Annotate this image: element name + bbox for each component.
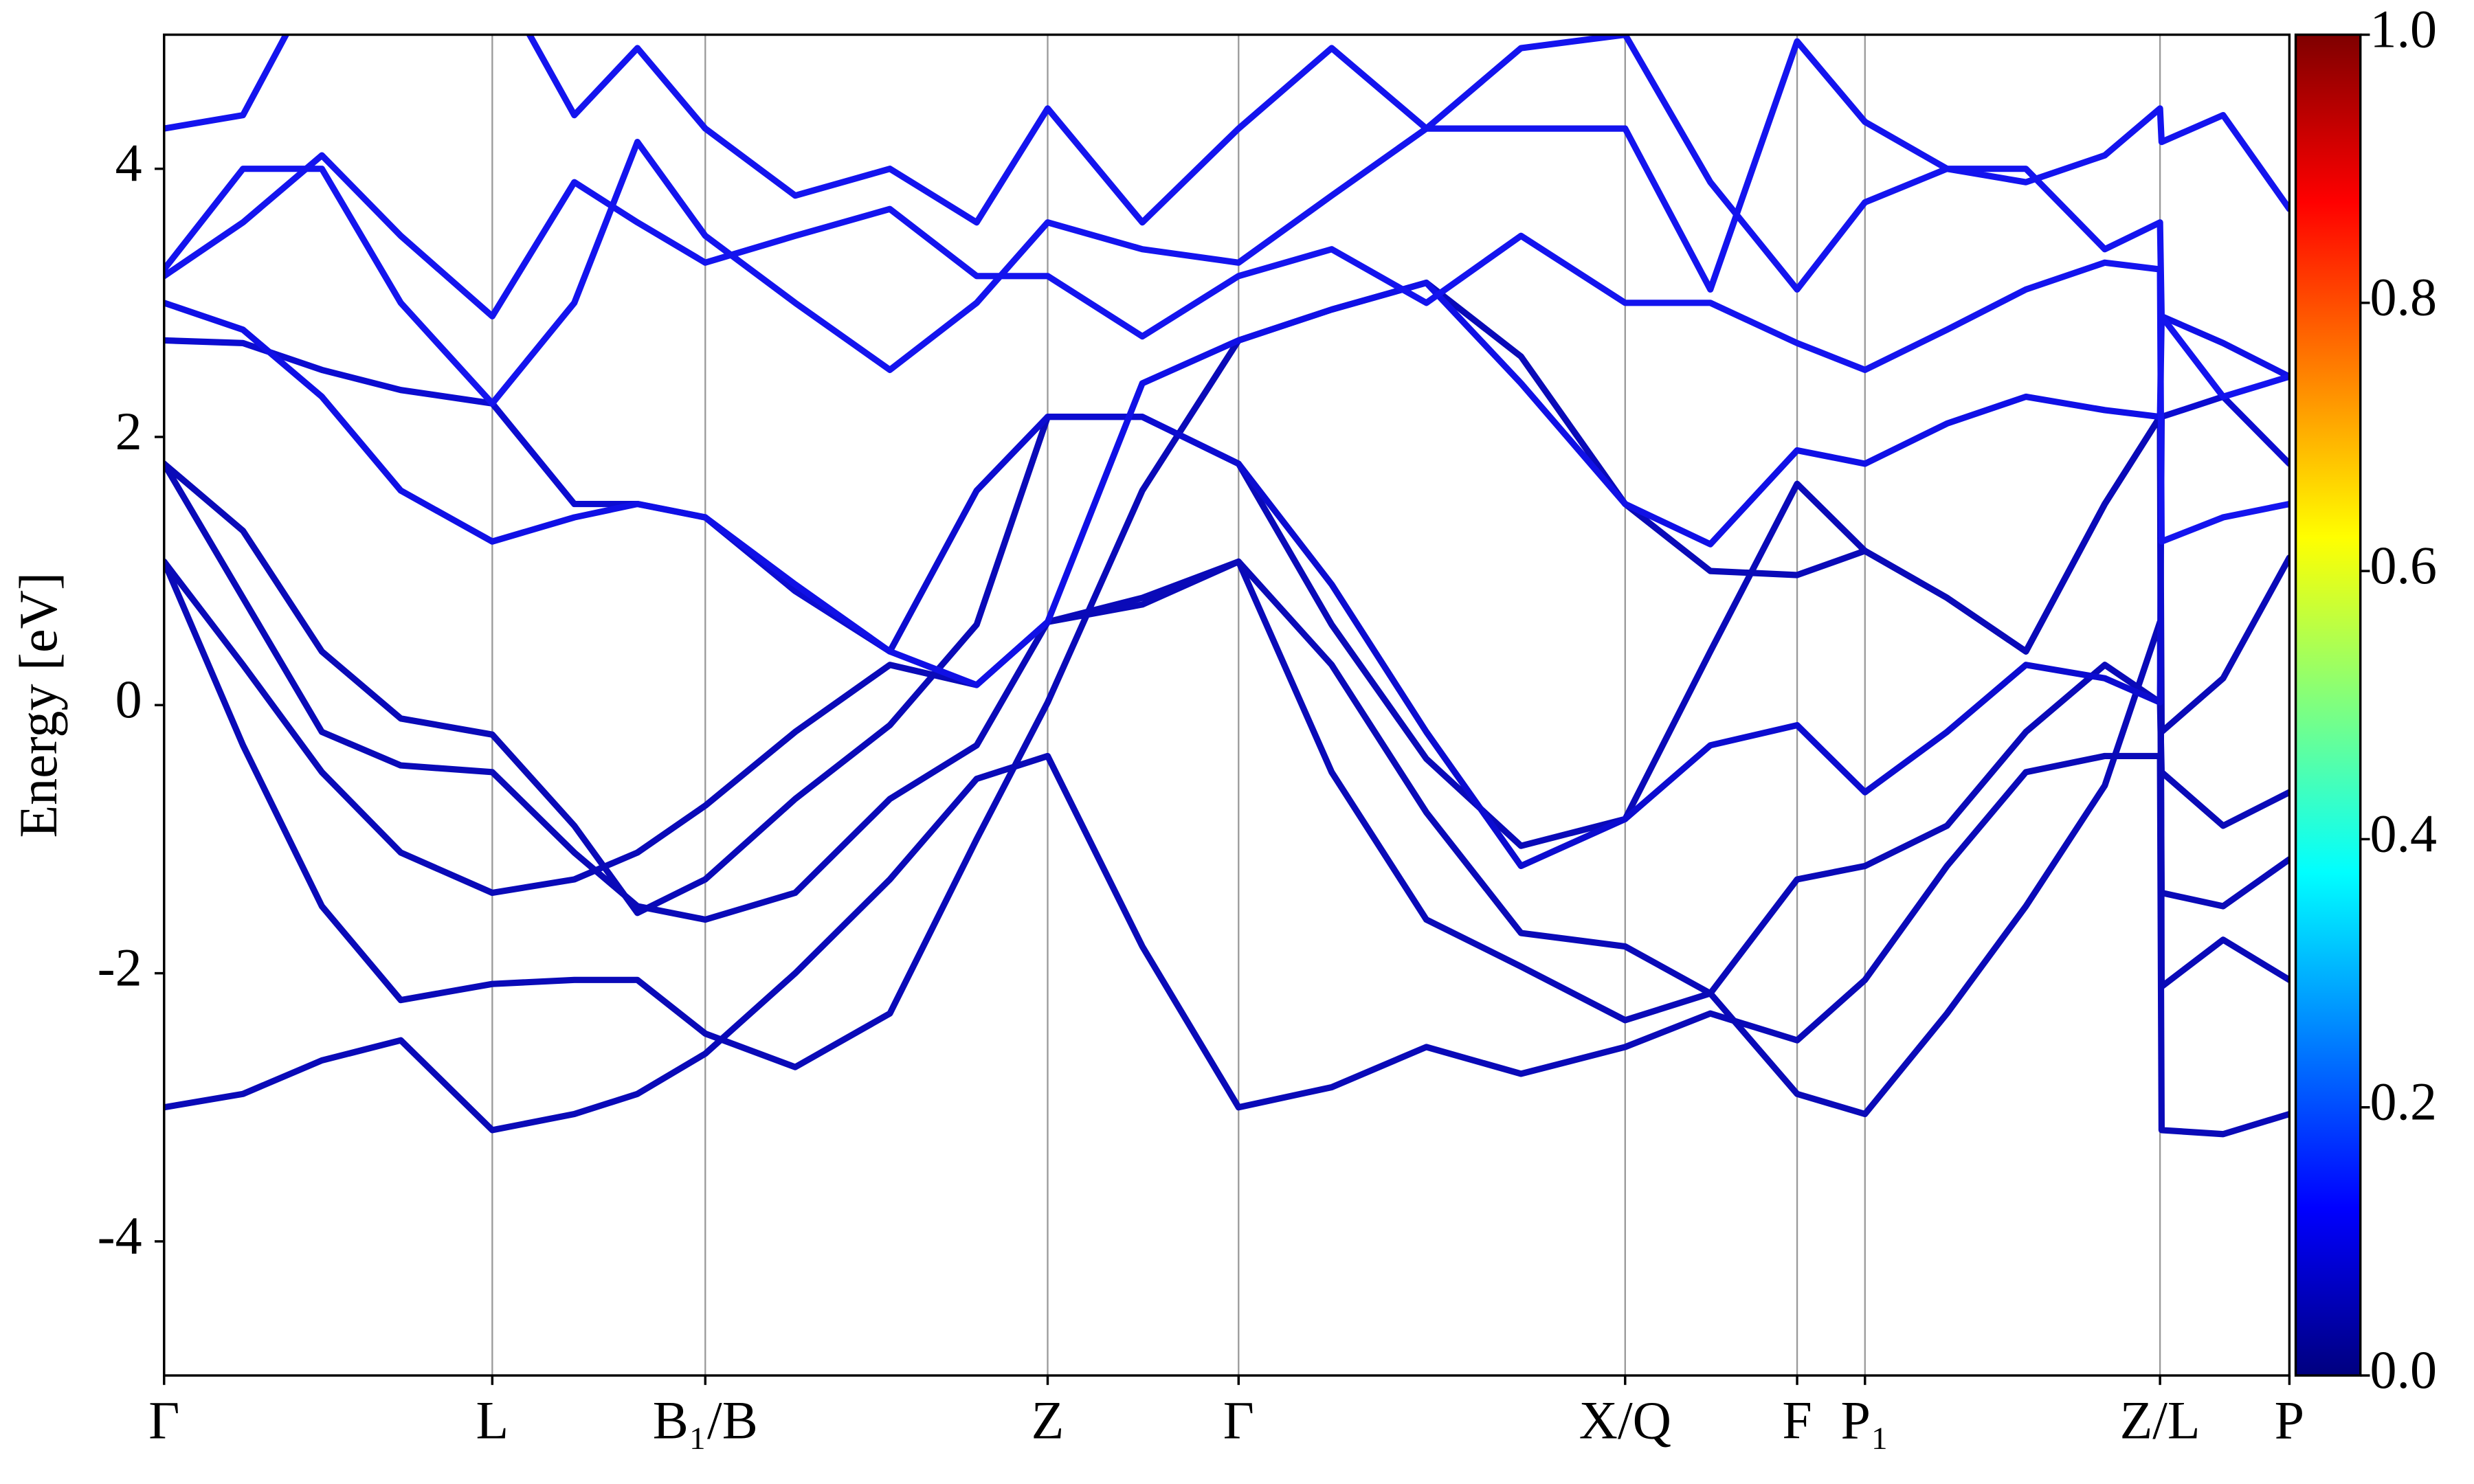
band-line <box>164 34 2290 293</box>
colorbar-tick-label: 0.8 <box>2370 267 2437 327</box>
x-tick-label: P <box>2275 1390 2304 1450</box>
colorbar-tick-label: 0.4 <box>2370 803 2437 863</box>
x-tick-label: L <box>476 1390 509 1450</box>
band-line <box>164 152 2290 545</box>
y-tick-label: 2 <box>115 401 142 461</box>
band-line <box>164 337 2290 870</box>
bands <box>164 34 2290 1138</box>
band-line <box>164 279 2290 688</box>
band-line <box>164 414 2290 917</box>
band-line <box>164 558 2290 1118</box>
x-tick-label: Z/L <box>2120 1390 2200 1450</box>
band-line <box>164 34 2290 407</box>
y-axis-label: Energy [eV] <box>8 572 68 837</box>
plot-frame <box>163 33 2291 1377</box>
x-tick-label: Γ <box>1223 1390 1254 1450</box>
colorbar-tick-label: 0.6 <box>2370 535 2437 595</box>
colorbar <box>2294 33 2362 1377</box>
colorbar-tick-label: 1.0 <box>2370 0 2437 58</box>
x-tick-label: P₁ <box>1840 1390 1889 1450</box>
band-line <box>164 752 2290 1138</box>
x-tick-label: X/Q <box>1579 1390 1671 1450</box>
colorbar-tick-label: 0.2 <box>2370 1072 2437 1132</box>
y-tick-label: -4 <box>98 1206 142 1266</box>
x-tick-label: Γ <box>148 1390 179 1450</box>
y-tick-label: -2 <box>98 938 142 998</box>
y-tick-label: 0 <box>115 669 142 729</box>
colorbar-tick-label: 0.0 <box>2370 1340 2437 1399</box>
band-line <box>164 460 2290 997</box>
x-tick-label: F <box>1782 1390 1812 1450</box>
x-tick-label: B₁/B <box>653 1390 758 1450</box>
y-tick-label: 4 <box>115 133 142 193</box>
x-tick-label: Z <box>1032 1390 1065 1450</box>
